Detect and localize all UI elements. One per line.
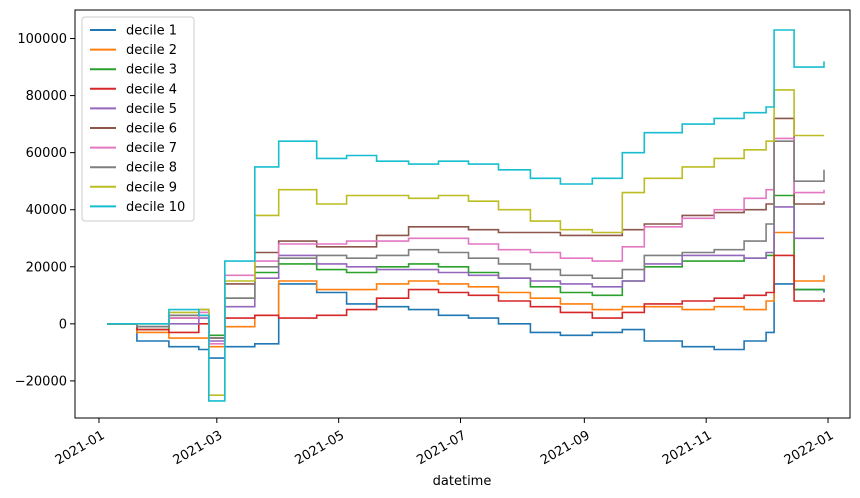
legend-label-decile-4: decile 4 [126,82,177,97]
series-layer [107,29,825,402]
series-line-decile-8 [107,140,825,339]
x-axis-label: datetime [433,474,492,489]
legend-label-decile-9: decile 9 [126,180,177,195]
legend-label-decile-10: decile 10 [126,200,185,215]
y-tick-label: −20000 [15,374,67,389]
y-axis: −20000 0 20000 40000 60000 80000 100000 [15,32,75,389]
y-tick-label: 40000 [26,203,67,218]
y-tick-label: 100000 [17,32,67,47]
series-line-decile-7 [107,137,825,345]
legend-label-decile-3: decile 3 [126,63,177,78]
series-line-decile-10 [107,29,825,402]
series-line-decile-5 [107,206,824,342]
legend-box [81,16,195,222]
y-tick-label: 60000 [26,146,67,161]
legend-label-decile-5: decile 5 [126,102,177,117]
plot-frame [74,9,851,419]
legend: decile 1 decile 2 decile 3 decile 4 decile 5… [81,16,195,222]
y-tick-label: 0 [59,317,67,332]
legend-label-decile-2: decile 2 [126,43,177,58]
legend-label-decile-7: decile 7 [126,141,177,156]
series-line-decile-1 [107,283,825,359]
legend-label-decile-1: decile 1 [126,24,177,39]
y-tick-label: 80000 [26,89,67,104]
legend-label-decile-8: decile 8 [126,161,177,176]
y-tick-label: 20000 [26,260,67,275]
legend-label-decile-6: decile 6 [126,122,177,137]
